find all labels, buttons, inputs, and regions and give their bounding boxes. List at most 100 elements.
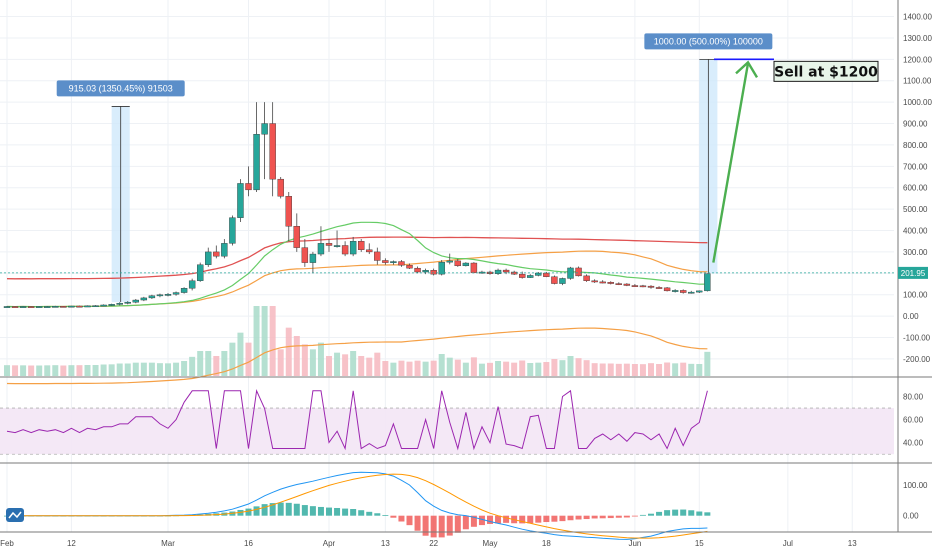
macd-histogram-bar xyxy=(583,515,590,520)
price-tick-label: 1100.00 xyxy=(903,77,932,86)
volume-bar xyxy=(20,365,27,376)
price-tick-label: 400.00 xyxy=(903,227,928,236)
candle-body xyxy=(221,243,228,257)
macd-histogram-bar xyxy=(704,512,711,516)
volume-bar xyxy=(511,362,518,376)
volume-bar xyxy=(293,336,300,376)
macd-histogram-bar xyxy=(317,506,324,516)
volume-bar xyxy=(181,361,188,376)
candle-body xyxy=(19,306,27,308)
macd-histogram-bar xyxy=(253,506,260,516)
volume-bar xyxy=(422,361,429,376)
candle-body xyxy=(285,196,292,227)
volume-bar xyxy=(36,365,43,376)
moving-averages xyxy=(6,221,708,385)
measure-tag xyxy=(644,33,773,50)
volume-bar xyxy=(559,360,566,376)
note-box xyxy=(773,60,879,82)
macd-histogram-bar xyxy=(664,510,671,516)
macd-histogram-bar xyxy=(535,515,542,523)
volume-bar xyxy=(535,362,542,376)
candle-body xyxy=(108,304,115,306)
volume-bar xyxy=(648,363,654,376)
macd-histogram-bar xyxy=(301,505,308,516)
rsi-tick-label: 60.00 xyxy=(903,416,924,425)
macd-histogram-bar xyxy=(559,515,566,522)
macd-histogram-bar xyxy=(454,515,461,533)
volume-bar xyxy=(285,327,292,376)
macd-histogram-bar xyxy=(631,515,638,517)
candle-body xyxy=(438,261,445,275)
candle-body xyxy=(551,276,558,284)
candle-body xyxy=(422,270,429,273)
time-tick-label: 13 xyxy=(848,539,857,548)
macd-histogram-bar xyxy=(342,508,349,516)
candle-body xyxy=(575,267,582,277)
volume-bar xyxy=(84,365,91,376)
volume-bar xyxy=(124,363,131,376)
candle-body xyxy=(245,183,252,191)
macd-histogram-bar xyxy=(648,513,654,516)
candle-body xyxy=(11,306,19,308)
price-tick-label: 900.00 xyxy=(903,120,928,129)
rsi-tick-label: 40.00 xyxy=(903,439,924,448)
price-tick-label: -100.00 xyxy=(903,333,931,342)
rsi-tick-label: 80.00 xyxy=(903,393,924,402)
candle-body xyxy=(430,270,437,275)
volume-bar xyxy=(478,363,485,376)
volume-bar xyxy=(696,364,703,376)
candle-body xyxy=(414,267,421,273)
candle-body xyxy=(470,262,478,273)
volume-bar xyxy=(253,306,260,376)
price-tick-label: 1400.00 xyxy=(903,13,932,22)
candlestick-series[interactable] xyxy=(3,102,711,308)
rsi-panel: 80.00 60.00 40.00 xyxy=(0,389,924,455)
volume-bar xyxy=(406,361,413,376)
candle-body xyxy=(60,306,67,308)
time-tick-label: Jun xyxy=(628,539,641,548)
volume-bar xyxy=(213,356,220,376)
volume-bar xyxy=(277,349,284,376)
candle-body xyxy=(696,290,703,293)
volume-bar xyxy=(591,363,598,376)
macd-histogram-bar xyxy=(390,515,397,518)
macd-histogram-bar xyxy=(366,511,373,516)
candle-body xyxy=(446,260,453,263)
volume-bar xyxy=(382,361,389,376)
candle-body xyxy=(591,280,598,283)
macd-histogram-bar xyxy=(245,508,252,516)
candle-body xyxy=(341,245,349,255)
macd-histogram-bar xyxy=(261,504,268,516)
macd-histogram-bar xyxy=(446,515,453,536)
volume-bar xyxy=(688,363,695,376)
time-tick-label: May xyxy=(482,539,497,548)
volume-bar xyxy=(326,356,332,376)
volume-bar xyxy=(398,360,405,376)
measure-tag xyxy=(56,80,185,97)
volume-bar xyxy=(261,306,268,376)
volume-bar xyxy=(664,362,671,376)
volume-bar xyxy=(4,365,10,376)
price-tick-label: -200.00 xyxy=(903,355,931,364)
candle-body xyxy=(301,247,309,263)
volume-bar xyxy=(470,357,477,376)
measure-boxes[interactable] xyxy=(111,58,718,303)
annotations[interactable]: 915.03 (1350.45%) 91503 1000.00 (500.00%)… xyxy=(0,33,928,522)
macd-histogram-bar xyxy=(487,515,493,524)
volume-bar xyxy=(567,356,574,376)
macd-histogram-bar xyxy=(358,510,365,516)
volume-bar xyxy=(12,365,19,376)
candle-body xyxy=(607,282,614,284)
candle-body xyxy=(3,306,11,308)
macd-histogram-bar xyxy=(656,511,663,516)
macd-histogram-bar xyxy=(285,502,292,516)
volume-bar xyxy=(623,363,630,376)
time-tick-label: Jul xyxy=(783,539,793,548)
signal-line xyxy=(7,473,708,539)
macd-histogram-bar xyxy=(672,509,679,516)
macd-histogram-bar xyxy=(623,515,630,518)
volume-bars xyxy=(4,306,711,376)
candle-body xyxy=(293,226,300,248)
volume-bar xyxy=(390,362,397,376)
